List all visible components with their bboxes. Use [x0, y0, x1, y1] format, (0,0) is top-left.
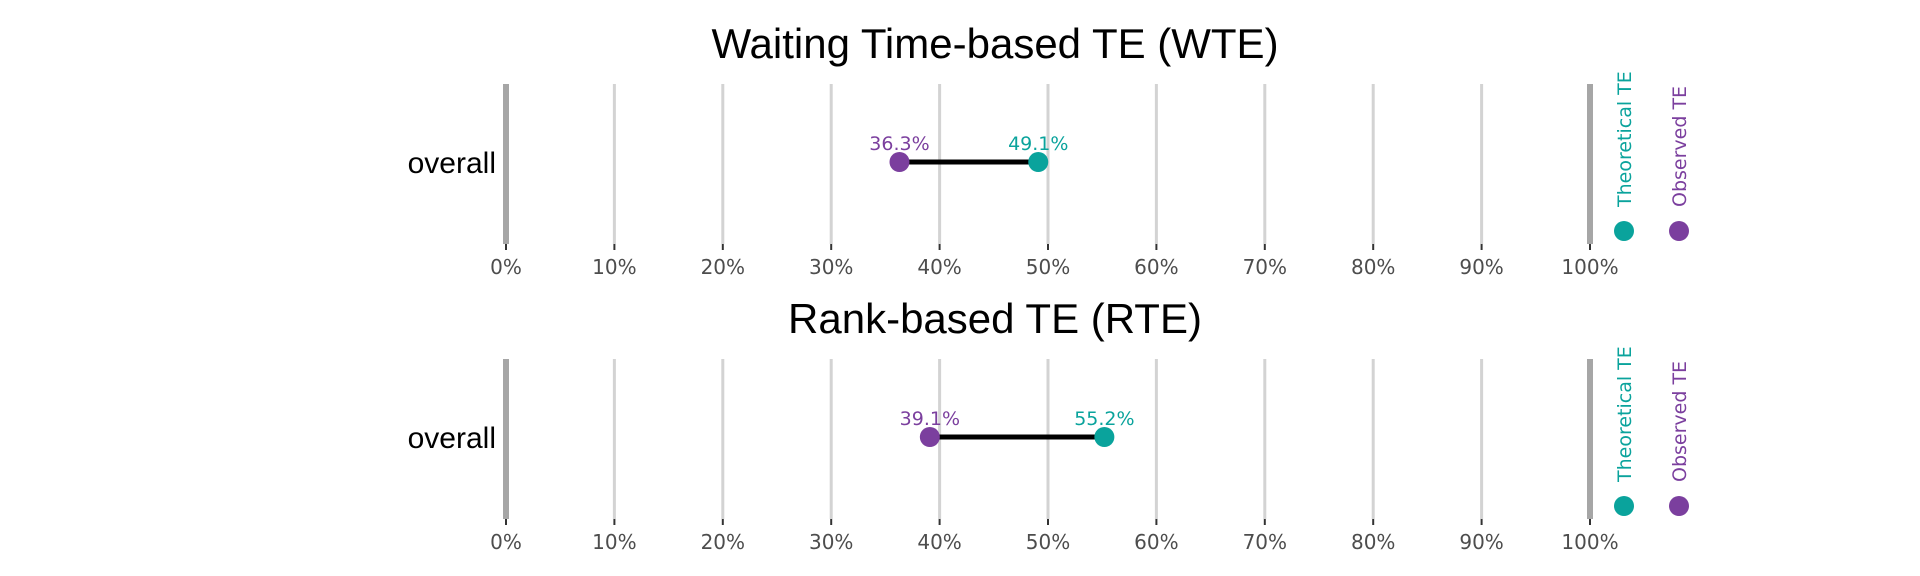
x-tick-label: 100%: [1561, 530, 1618, 554]
x-tick-label: 90%: [1459, 530, 1503, 554]
x-tick-label: 60%: [1134, 255, 1178, 279]
x-tick-label: 10%: [592, 255, 636, 279]
x-tick-label: 30%: [809, 255, 853, 279]
observed-te-legend-marker: [1669, 496, 1689, 516]
theoretical-te-legend-label: Theoretical TE: [1614, 71, 1636, 208]
x-tick-label: 70%: [1243, 255, 1287, 279]
x-tick-label: 70%: [1243, 530, 1287, 554]
theoretical-te-legend-marker: [1614, 496, 1634, 516]
x-tick-label: 40%: [917, 530, 961, 554]
x-tick-label: 40%: [917, 255, 961, 279]
x-tick-label: 20%: [701, 255, 745, 279]
category-label: overall: [408, 147, 496, 180]
x-tick-label: 0%: [490, 255, 522, 279]
x-tick-label: 80%: [1351, 255, 1395, 279]
observed-te-point: [889, 152, 910, 172]
category-label: overall: [408, 422, 496, 455]
x-tick-label: 20%: [701, 530, 745, 554]
observed-te-legend-marker: [1669, 221, 1689, 241]
chart-title: Waiting Time-based TE (WTE): [711, 20, 1278, 67]
theoretical-te-point: [1028, 152, 1049, 172]
x-tick-label: 100%: [1561, 255, 1618, 279]
chart-panel-2: Rank-based TE (RTE) 0% 10% 20% 30% 40% 50% 60% 7…: [408, 295, 1691, 554]
observed-te-point: [919, 427, 940, 447]
x-tick-label: 10%: [592, 530, 636, 554]
theoretical-te-legend-label: Theoretical TE: [1614, 346, 1636, 483]
observed-te-legend-label: Observed TE: [1669, 86, 1691, 207]
observed-te-legend-label: Observed TE: [1669, 361, 1691, 482]
chart-title: Rank-based TE (RTE): [788, 295, 1202, 342]
x-tick-label: 50%: [1026, 530, 1070, 554]
x-tick-label: 0%: [490, 530, 522, 554]
observed-te-value-label: 36.3%: [869, 133, 929, 155]
theoretical-te-value-label: 49.1%: [1008, 133, 1068, 155]
theoretical-te-value-label: 55.2%: [1074, 408, 1134, 430]
chart-panel-1: Waiting Time-based TE (WTE) 0% 10% 20% 30% 40…: [408, 20, 1691, 279]
x-tick-label: 50%: [1026, 255, 1070, 279]
x-tick-label: 90%: [1459, 255, 1503, 279]
theoretical-te-point: [1094, 427, 1115, 447]
x-tick-label: 80%: [1351, 530, 1395, 554]
theoretical-te-legend-marker: [1614, 221, 1634, 241]
observed-te-value-label: 39.1%: [900, 408, 960, 430]
x-tick-label: 30%: [809, 530, 853, 554]
x-tick-label: 60%: [1134, 530, 1178, 554]
